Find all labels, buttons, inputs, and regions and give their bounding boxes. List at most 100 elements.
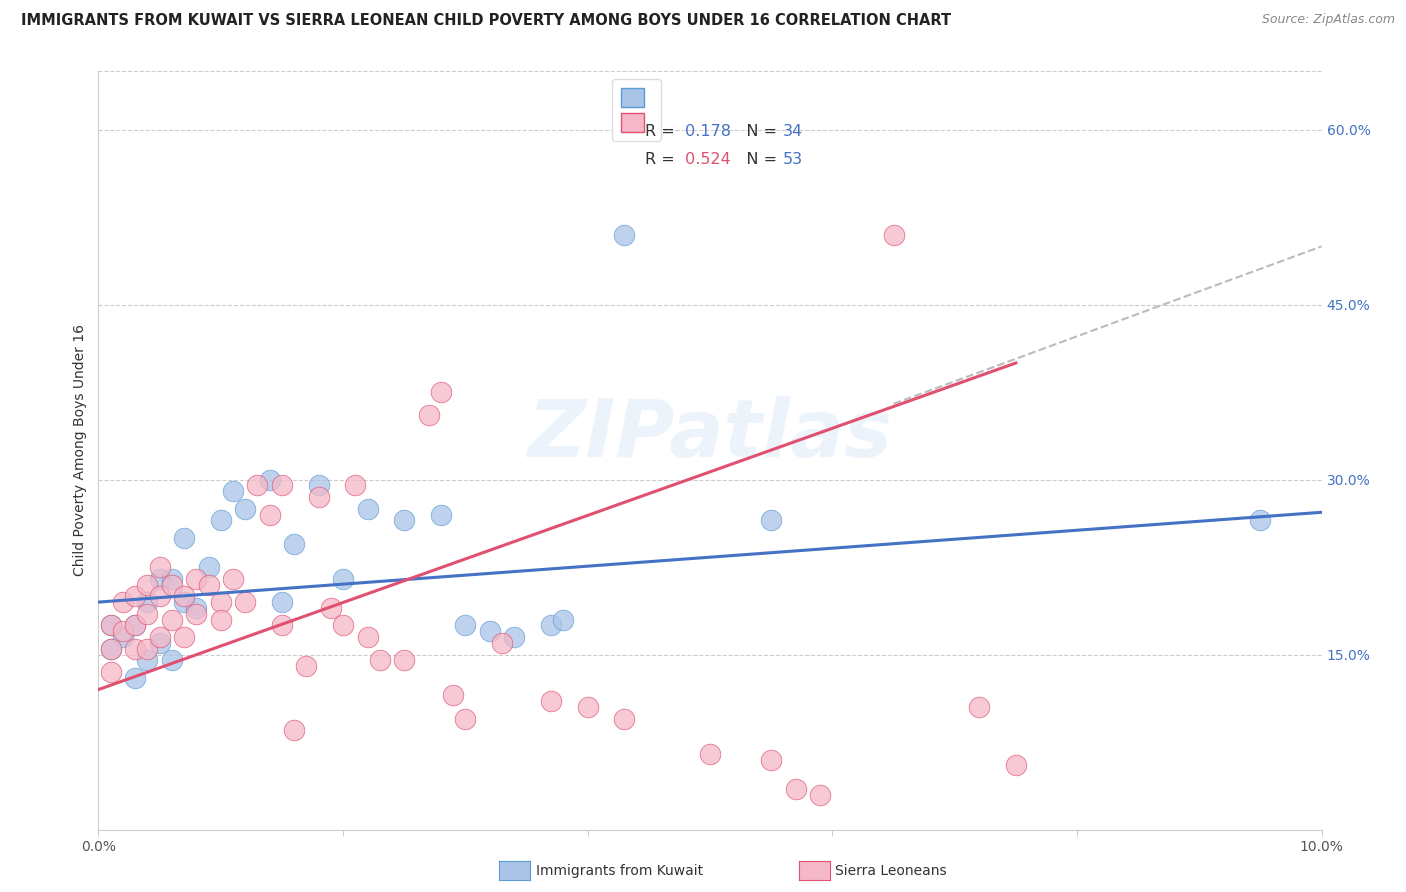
Point xyxy=(344,478,367,492)
Point xyxy=(233,501,256,516)
Point xyxy=(136,653,159,667)
Point xyxy=(160,613,183,627)
Point xyxy=(222,484,245,499)
Point xyxy=(576,700,599,714)
Point xyxy=(173,589,195,603)
Point xyxy=(173,595,195,609)
Point xyxy=(283,723,305,738)
Point xyxy=(136,577,159,591)
Text: Immigrants from Kuwait: Immigrants from Kuwait xyxy=(536,863,703,878)
Point xyxy=(186,607,208,621)
Point xyxy=(270,595,292,609)
Point xyxy=(124,641,146,656)
Point xyxy=(332,618,354,632)
Point xyxy=(540,694,562,708)
Point xyxy=(319,601,342,615)
Point xyxy=(392,513,416,527)
Text: N =: N = xyxy=(731,152,782,167)
Point xyxy=(418,409,440,423)
Point xyxy=(136,641,159,656)
Point xyxy=(173,531,195,545)
Point xyxy=(100,618,122,632)
Point xyxy=(149,630,172,644)
Point xyxy=(491,636,513,650)
Point xyxy=(441,689,464,703)
Text: N =: N = xyxy=(731,125,783,139)
Point xyxy=(233,595,256,609)
Point xyxy=(503,630,526,644)
Point xyxy=(209,595,232,609)
Point xyxy=(209,513,232,527)
Text: IMMIGRANTS FROM KUWAIT VS SIERRA LEONEAN CHILD POVERTY AMONG BOYS UNDER 16 CORRE: IMMIGRANTS FROM KUWAIT VS SIERRA LEONEAN… xyxy=(21,13,952,29)
Point xyxy=(478,624,501,639)
Point xyxy=(553,613,575,627)
Point xyxy=(699,747,721,761)
Text: 34: 34 xyxy=(783,125,803,139)
Point xyxy=(270,478,292,492)
Point xyxy=(100,618,122,632)
Point xyxy=(785,781,807,796)
Point xyxy=(1249,513,1271,527)
Point xyxy=(186,572,208,586)
Point xyxy=(308,478,330,492)
Text: Sierra Leoneans: Sierra Leoneans xyxy=(835,863,946,878)
Point xyxy=(308,490,330,504)
Point xyxy=(209,613,232,627)
Point xyxy=(160,577,183,591)
Text: Source: ZipAtlas.com: Source: ZipAtlas.com xyxy=(1261,13,1395,27)
Point xyxy=(111,595,134,609)
Point xyxy=(430,508,453,522)
Point xyxy=(160,653,183,667)
Point xyxy=(197,577,219,591)
Point xyxy=(613,712,636,726)
Point xyxy=(149,572,172,586)
Point xyxy=(808,788,831,802)
Point xyxy=(967,700,990,714)
Point xyxy=(332,572,354,586)
Point xyxy=(173,630,195,644)
Point xyxy=(149,560,172,574)
Point xyxy=(100,641,122,656)
Point xyxy=(222,572,245,586)
Text: R =: R = xyxy=(645,152,681,167)
Point xyxy=(124,589,146,603)
Point xyxy=(392,653,416,667)
Text: 53: 53 xyxy=(782,152,803,167)
Point xyxy=(124,618,146,632)
Text: R =: R = xyxy=(645,125,681,139)
Text: ZIPatlas: ZIPatlas xyxy=(527,396,893,475)
Point xyxy=(430,385,453,400)
Point xyxy=(295,659,318,673)
Point xyxy=(368,653,391,667)
Point xyxy=(160,572,183,586)
Y-axis label: Child Poverty Among Boys Under 16: Child Poverty Among Boys Under 16 xyxy=(73,325,87,576)
Point xyxy=(100,641,122,656)
Point xyxy=(149,589,172,603)
Point xyxy=(883,227,905,242)
Point xyxy=(149,636,172,650)
Point xyxy=(246,478,269,492)
Point xyxy=(136,607,159,621)
Point xyxy=(454,712,477,726)
Point xyxy=(186,601,208,615)
Legend: , : , xyxy=(612,79,661,141)
Point xyxy=(124,671,146,685)
Point xyxy=(136,595,159,609)
Point xyxy=(356,630,378,644)
Point xyxy=(111,630,134,644)
Point xyxy=(454,618,477,632)
Point xyxy=(1004,758,1026,772)
Point xyxy=(283,537,305,551)
Point xyxy=(356,501,378,516)
Point xyxy=(259,473,281,487)
Point xyxy=(540,618,562,632)
Text: 0.524: 0.524 xyxy=(681,152,731,167)
Point xyxy=(111,624,134,639)
Point xyxy=(759,753,782,767)
Point xyxy=(197,560,219,574)
Point xyxy=(613,227,636,242)
Point xyxy=(259,508,281,522)
Point xyxy=(124,618,146,632)
Text: 0.178: 0.178 xyxy=(681,125,731,139)
Point xyxy=(100,665,122,679)
